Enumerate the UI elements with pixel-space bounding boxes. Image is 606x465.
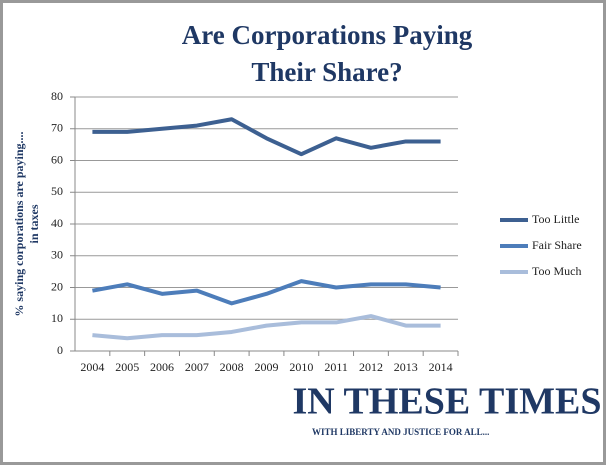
x-tick-label: 2010 (289, 360, 313, 374)
y-tick-label: 80 (51, 89, 63, 103)
x-tick-label: 2006 (150, 360, 174, 374)
x-tick-label: 2011 (324, 360, 348, 374)
legend-label: Too Much (532, 264, 582, 278)
y-tick-label: 40 (51, 216, 63, 230)
legend-label: Too Little (532, 212, 579, 226)
x-tick-label: 2004 (80, 360, 104, 374)
series-line (92, 117, 441, 157)
x-tick-label: 2013 (394, 360, 418, 374)
logo-tagline: WITH LIBERTY AND JUSTICE FOR ALL... (312, 427, 489, 437)
y-tick-label: 10 (51, 311, 63, 325)
y-tick-label: 70 (51, 121, 63, 135)
chart-title: Are Corporations Paying (182, 20, 473, 50)
series-line (92, 314, 441, 341)
y-tick-label: 60 (51, 152, 63, 166)
x-tick-label: 2008 (220, 360, 244, 374)
x-tick-label: 2014 (429, 360, 453, 374)
y-axis-label: in taxes (27, 204, 41, 243)
x-tick-label: 2005 (115, 360, 139, 374)
x-tick-label: 2009 (255, 360, 279, 374)
y-tick-label: 20 (51, 279, 63, 293)
series-line (92, 279, 441, 306)
chart-title: Their Share? (251, 57, 402, 87)
x-tick-label: 2007 (185, 360, 209, 374)
logo-title: IN THESE TIMES (292, 381, 601, 423)
y-axis-label: % saying corporations are paying.... (12, 131, 26, 316)
y-tick-label: 0 (57, 343, 63, 357)
x-tick-label: 2012 (359, 360, 383, 374)
y-tick-label: 50 (51, 184, 63, 198)
legend-label: Fair Share (532, 238, 582, 252)
y-tick-label: 30 (51, 248, 63, 262)
